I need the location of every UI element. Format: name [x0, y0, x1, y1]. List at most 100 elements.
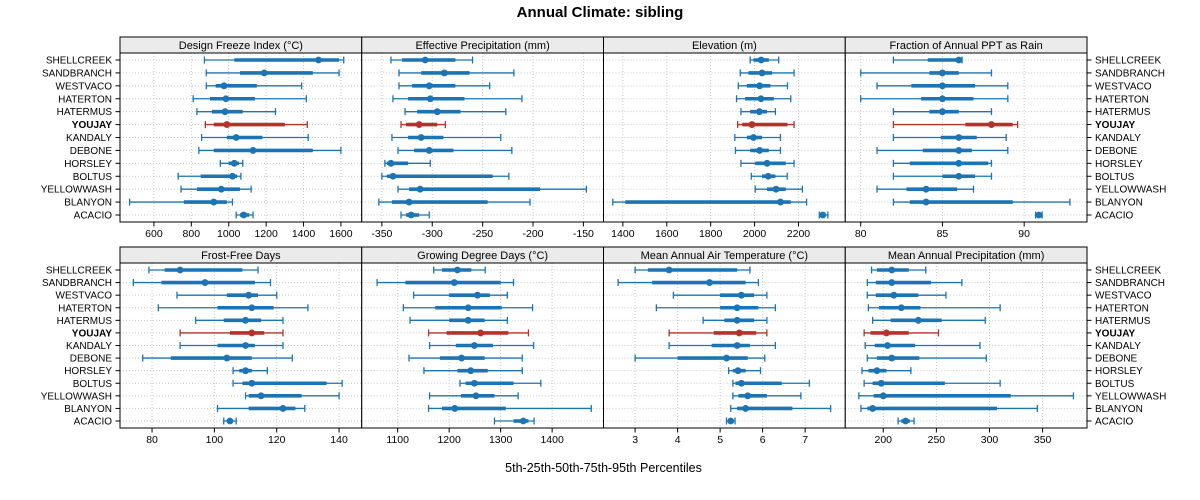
series-kandaly: [179, 342, 284, 349]
axis-tick-label: 85: [937, 228, 949, 240]
median-dot: [955, 159, 963, 167]
axis-tick-label: 1300: [489, 434, 513, 446]
site-label-left-acacio: ACACIO: [74, 211, 113, 222]
axis-tick-label: 300: [981, 434, 999, 446]
series-kandaly: [734, 134, 782, 141]
series-youjay: [737, 121, 795, 129]
series-acacio: [818, 211, 829, 219]
median-dot: [257, 392, 265, 400]
median-dot: [440, 69, 448, 77]
series-blanyon: [892, 198, 1071, 206]
median-dot: [1035, 211, 1043, 219]
site-label-right-haterton: HATERTON: [1095, 303, 1149, 314]
median-dot: [519, 417, 527, 425]
median-dot: [470, 342, 478, 349]
panel-mean-annual-air-temperature-c: Mean Annual Air Temperature (°C) 3 4 5 6 7: [603, 246, 846, 446]
series-shellcreek: [892, 56, 963, 64]
median-dot: [249, 147, 257, 154]
series-shellcreek: [433, 266, 486, 274]
site-label-left-kandaly: KANDALY: [66, 133, 112, 144]
median-dot: [451, 405, 459, 412]
median-dot: [877, 379, 885, 387]
site-label-left-hatermus: HATERMUS: [57, 107, 113, 118]
median-dot: [756, 147, 764, 154]
series-youjay: [427, 329, 530, 337]
series-acacio: [235, 211, 254, 219]
median-dot: [389, 172, 397, 180]
axis-tick-label: 140: [330, 434, 348, 446]
series-debone: [408, 354, 523, 362]
series-shellcreek: [749, 56, 780, 64]
median-dot: [470, 379, 478, 387]
series-horsley: [892, 159, 993, 167]
series-hatermus: [892, 108, 993, 116]
series-hatermus: [740, 108, 777, 116]
site-label-left-yellowwash: YELLOWWASH: [41, 391, 112, 402]
series-debone: [634, 354, 766, 362]
site-label-right-shellcreek: SHELLCREEK: [1095, 56, 1161, 67]
median-dot: [248, 379, 256, 387]
site-label-left-horsley: HORSLEY: [64, 366, 112, 377]
site-label-right-youjay: YOUJAY: [1095, 328, 1136, 339]
series-youjay: [892, 121, 1019, 129]
axis-tick-label: 3: [632, 434, 638, 446]
site-label-left-westvaco: WESTVACO: [56, 291, 113, 302]
median-dot: [453, 266, 461, 274]
axis-tick-label: 80: [146, 434, 158, 446]
axis-tick-label: 7: [802, 434, 808, 446]
median-dot: [450, 279, 458, 286]
series-yellowwash: [732, 392, 802, 400]
site-label-left-shellcreek: SHELLCREEK: [46, 56, 112, 67]
median-dot: [939, 82, 946, 90]
site-label-right-boltus: BOLTUS: [1095, 172, 1135, 183]
median-dot: [229, 172, 236, 180]
series-boltus: [177, 172, 242, 180]
axis-tick-label: 800: [183, 228, 201, 240]
median-dot: [914, 316, 922, 324]
series-westvaco: [176, 291, 278, 299]
series-acacio: [400, 211, 430, 219]
strip-title: Fraction of Annual PPT as Rain: [889, 40, 1042, 52]
site-label-left-acacio: ACACIO: [74, 417, 113, 428]
strip-title: Effective Precipitation (mm): [415, 40, 549, 52]
median-dot: [742, 405, 750, 412]
series-shellcreek: [390, 56, 474, 64]
series-blanyon: [216, 404, 306, 412]
median-dot: [242, 367, 249, 375]
strip-title: Mean Annual Air Temperature (°C): [641, 250, 808, 262]
median-dot: [737, 291, 745, 299]
median-dot: [217, 185, 225, 193]
median-dot: [955, 56, 963, 64]
series-westvaco: [412, 291, 508, 299]
median-dot: [464, 316, 472, 324]
median-dot: [888, 266, 896, 274]
series-boltus: [892, 172, 993, 180]
median-dot: [744, 392, 752, 400]
axis-tick-label: 600: [145, 228, 163, 240]
median-dot: [706, 279, 713, 286]
median-dot: [221, 108, 229, 116]
median-dot: [764, 172, 772, 180]
series-hatermus: [702, 316, 768, 324]
axis-tick-label: 80: [855, 228, 867, 240]
site-label-left-horsley: HORSLEY: [64, 159, 112, 170]
site-label-right-sandbranch: SANDBRANCH: [1095, 278, 1165, 289]
site-label-left-blanyon: BLANYON: [64, 198, 112, 209]
axis-tick-label: 2000: [743, 228, 767, 240]
axis-tick-label: 1600: [655, 228, 679, 240]
median-dot: [248, 304, 256, 312]
series-sandbranch: [866, 279, 963, 287]
median-dot: [415, 121, 423, 128]
site-label-left-youjay: YOUJAY: [72, 120, 113, 131]
median-dot: [458, 354, 465, 362]
median-dot: [240, 211, 248, 219]
series-kandaly: [668, 342, 777, 349]
series-blanyon: [427, 404, 592, 412]
panel-effective-precipitation-mm: Effective Precipitation (mm) -350 -300 -250…: [361, 36, 604, 240]
median-dot: [750, 134, 757, 141]
median-dot: [210, 198, 218, 206]
series-debone: [198, 146, 342, 154]
series-horsley: [861, 367, 912, 375]
